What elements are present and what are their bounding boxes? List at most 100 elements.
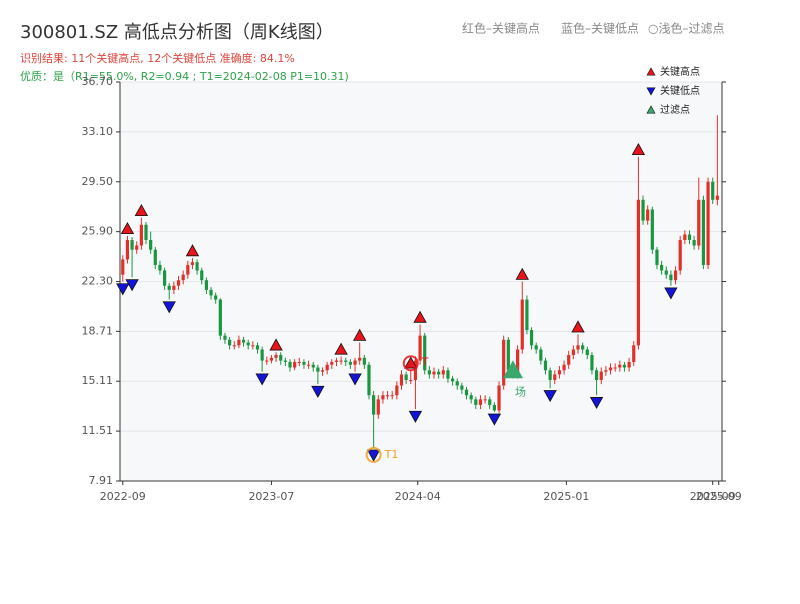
- candle-body: [348, 361, 352, 365]
- y-tick-label: 18.71: [82, 324, 114, 337]
- legend-label: 过滤点: [660, 103, 690, 116]
- top-legend: 蓝色–关键低点: [561, 22, 639, 36]
- marker: [515, 267, 529, 280]
- candle-body: [455, 381, 459, 386]
- marker: [631, 143, 646, 156]
- y-tick-label: 29.50: [82, 175, 114, 188]
- candle-body: [460, 385, 464, 390]
- candle-body: [283, 360, 287, 362]
- candle-body: [660, 264, 664, 271]
- top-legend: 红色–关键高点: [462, 21, 540, 36]
- marker: [120, 222, 135, 235]
- candle-body: [367, 364, 371, 396]
- candle-body: [158, 264, 162, 271]
- candle-body: [395, 385, 399, 396]
- candle-body: [255, 345, 260, 350]
- candle-body: [251, 345, 255, 347]
- candle-body: [594, 370, 599, 380]
- legend-label: 关键高点: [660, 65, 700, 78]
- candle-body: [427, 370, 431, 375]
- candle-body: [167, 285, 171, 290]
- candle-body: [673, 270, 678, 281]
- candle-body: [288, 361, 292, 368]
- candle-body: [446, 370, 450, 379]
- candle-body: [241, 339, 246, 343]
- candle-body: [265, 360, 269, 362]
- quality-line: 优质：是（R1=55.0%, R2=0.94 ; T1=2024-02-08 P…: [20, 70, 349, 83]
- candle-body: [139, 224, 143, 246]
- y-tick-label: 15.11: [82, 374, 114, 387]
- x-tick-label: 2023-07: [248, 490, 294, 503]
- candle-body: [186, 264, 190, 275]
- candle-body: [362, 357, 366, 365]
- marker: [311, 385, 325, 398]
- candle-body: [232, 345, 236, 347]
- candle-body: [567, 355, 571, 365]
- candle-body: [423, 335, 427, 371]
- candle-body: [474, 399, 478, 405]
- candle-body: [641, 199, 645, 221]
- candle-body: [599, 371, 603, 380]
- candle-body: [358, 357, 362, 361]
- candle-body: [529, 330, 534, 346]
- candle-body: [678, 239, 682, 271]
- candle-body: [697, 199, 701, 246]
- candle-body: [548, 370, 552, 380]
- candle-body: [506, 339, 510, 371]
- candle-body: [269, 357, 274, 361]
- candle-body: [209, 289, 213, 296]
- candle-body: [274, 355, 278, 358]
- candle-body: [195, 262, 199, 271]
- legend-swatch: [646, 87, 656, 96]
- candle-body: [320, 370, 325, 372]
- y-tick-label: 36.70: [82, 75, 114, 88]
- candle-body: [576, 345, 580, 350]
- legend-label: 关键低点: [660, 84, 700, 97]
- candle-body: [399, 374, 404, 386]
- marker: [571, 320, 585, 333]
- marker: [413, 310, 427, 323]
- annotation-text: T1: [384, 448, 399, 461]
- legend-swatch: [646, 67, 656, 76]
- candle-body: [297, 361, 301, 363]
- candle-body: [437, 371, 441, 375]
- x-tick-label: 2025-09: [690, 490, 736, 503]
- candle-body: [339, 360, 343, 362]
- candle-body: [279, 355, 283, 361]
- candle-body: [646, 209, 650, 221]
- marker: [589, 397, 604, 410]
- candle-body: [293, 361, 297, 368]
- candle-body: [664, 270, 668, 275]
- candle-body: [650, 209, 654, 250]
- candle-body: [246, 342, 250, 346]
- candle-body: [228, 339, 232, 346]
- candle-body: [571, 349, 575, 356]
- marker: [408, 410, 423, 423]
- candle-body: [144, 224, 148, 240]
- candle-body: [715, 195, 719, 200]
- candle-body: [632, 345, 636, 362]
- candle-body: [311, 364, 315, 368]
- candle-body: [306, 364, 311, 366]
- candle-body: [418, 335, 422, 361]
- marker: [487, 413, 502, 426]
- candle-body: [557, 370, 562, 375]
- marker: [334, 342, 348, 355]
- candle-body: [190, 262, 195, 265]
- candle-body: [372, 395, 376, 415]
- candle-body: [330, 361, 334, 365]
- annotation-text: 场: [515, 384, 526, 398]
- candle-body: [520, 299, 524, 350]
- y-tick-label: 22.30: [82, 275, 114, 288]
- candle-body: [432, 371, 436, 375]
- candle-body: [618, 364, 622, 368]
- candle-body: [497, 385, 501, 411]
- candle-body: [409, 379, 413, 381]
- candle-body: [469, 395, 473, 400]
- candle-body: [385, 395, 390, 397]
- candle-body: [450, 378, 455, 382]
- chart-title: 300801.SZ 高低点分析图（周K线图）: [20, 22, 334, 43]
- candle-body: [325, 364, 329, 371]
- y-tick-label: 7.91: [89, 474, 114, 487]
